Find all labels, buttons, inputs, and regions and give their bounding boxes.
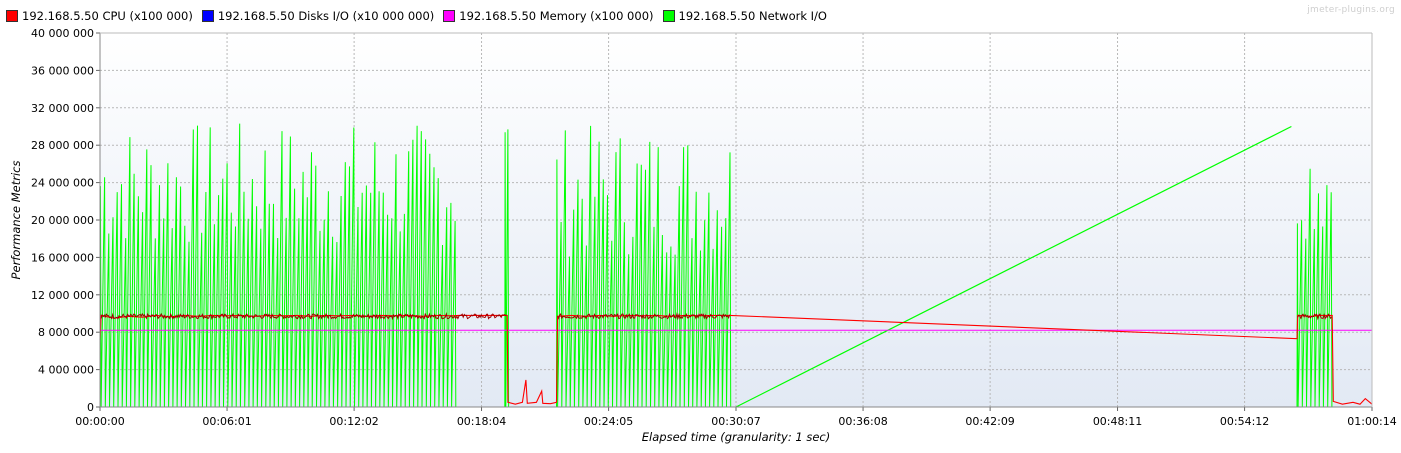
x-tick-label: 00:06:01 (202, 415, 251, 428)
y-tick-labels: 0 4 000 000 8 000 000 12 000 000 16 000 000 2… (31, 27, 94, 414)
legend-label-disks: 192.168.5.50 Disks I/O (x10 000 000) (217, 9, 435, 23)
legend-label-cpu: 192.168.5.50 CPU (x100 000) (22, 9, 193, 23)
legend-label-network: 192.168.5.50 Network I/O (678, 9, 827, 23)
legend-swatch-network (662, 10, 675, 22)
legend-item-network[interactable]: 192.168.5.50 Network I/O (662, 9, 827, 23)
y-tick-label: 40 000 000 (31, 27, 94, 40)
cpu-plateau-detail (100, 312, 507, 321)
x-tick-label: 00:42:09 (965, 415, 1014, 428)
x-tick-label: 00:12:02 (329, 415, 378, 428)
x-tick-label: 01:00:14 (1347, 415, 1396, 428)
cpu-line (99, 314, 1373, 405)
y-tick-label: 16 000 000 (31, 251, 94, 264)
network-io-burst (99, 123, 457, 408)
y-tick-label: 4 000 000 (38, 364, 94, 377)
cpu-plateau-detail (1297, 313, 1332, 321)
y-tick-label: 12 000 000 (31, 289, 94, 302)
x-axis-title: Elapsed time (granularity: 1 sec) (642, 430, 830, 444)
y-tick-label: 8 000 000 (38, 326, 94, 339)
legend-swatch-cpu (6, 10, 18, 22)
legend-swatch-memory (443, 10, 456, 22)
x-tick-label: 00:48:11 (1093, 415, 1142, 428)
y-axis-title: Performance Metrics (9, 161, 23, 280)
x-tick-label: 00:30:07 (711, 415, 760, 428)
legend-item-cpu[interactable]: 192.168.5.50 CPU (x100 000) (6, 9, 193, 23)
y-tick-label: 32 000 000 (31, 102, 94, 115)
legend-swatch-disks (201, 10, 214, 22)
network-io-burst (1296, 168, 1333, 408)
x-tick-label: 00:54:12 (1220, 415, 1269, 428)
y-tick-label: 0 (87, 401, 94, 414)
x-tick-labels: 00:00:00 00:06:01 00:12:02 00:18:04 00:24:05… (75, 415, 1396, 428)
y-tick-label: 28 000 000 (31, 139, 94, 152)
legend-label-memory: 192.168.5.50 Memory (x100 000) (459, 9, 654, 23)
x-tick-label: 00:36:08 (838, 415, 887, 428)
y-tick-label: 36 000 000 (31, 64, 94, 77)
watermark: jmeter-plugins.org (1307, 5, 1395, 15)
x-tick-label: 00:18:04 (457, 415, 506, 428)
x-tick-label: 00:00:00 (75, 415, 124, 428)
cpu-plateau-detail (557, 312, 731, 321)
network-io-ramp (735, 125, 1292, 408)
legend-item-disks[interactable]: 192.168.5.50 Disks I/O (x10 000 000) (201, 9, 435, 23)
y-tick-label: 20 000 000 (31, 214, 94, 227)
legend: 192.168.5.50 CPU (x100 000) 192.168.5.50… (6, 7, 836, 25)
axes (96, 32, 1373, 411)
x-tick-label: 00:24:05 (584, 415, 633, 428)
legend-item-memory[interactable]: 192.168.5.50 Memory (x100 000) (443, 9, 654, 23)
y-tick-label: 24 000 000 (31, 177, 94, 190)
